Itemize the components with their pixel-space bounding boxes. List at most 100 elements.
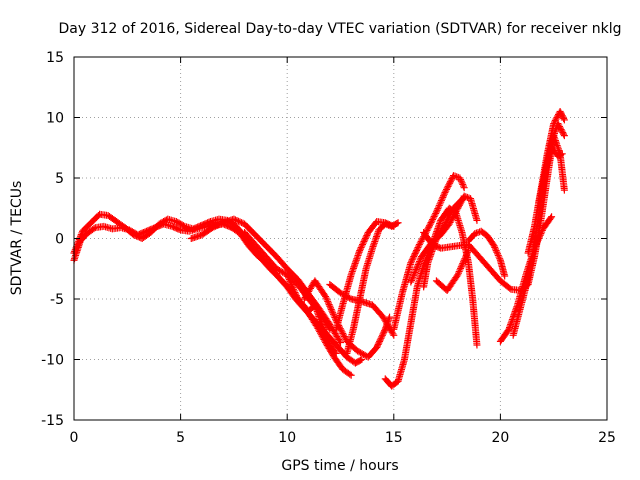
series-s9: [326, 280, 398, 339]
data-point: [408, 275, 416, 283]
data-point: [374, 340, 382, 348]
data-point: [331, 348, 339, 356]
data-point: [326, 302, 334, 310]
data-point: [560, 132, 568, 140]
data-point: [337, 339, 344, 347]
data-point: [445, 212, 453, 220]
data-point: [494, 251, 502, 259]
data-point: [340, 291, 348, 299]
data-point: [357, 244, 365, 252]
data-point: [410, 272, 418, 280]
data-point: [453, 173, 461, 181]
data-point: [390, 331, 398, 339]
data-point: [320, 327, 328, 335]
data-point: [326, 325, 334, 333]
data-point: [337, 289, 344, 297]
data-point: [338, 290, 346, 298]
data-point: [284, 272, 292, 280]
data-point: [325, 324, 333, 332]
chart-title: Day 312 of 2016, Sidereal Day-to-day VTE…: [59, 21, 622, 37]
data-point: [472, 229, 480, 237]
series-s16: [464, 227, 509, 280]
data-point: [425, 222, 433, 230]
data-point: [454, 271, 462, 279]
data-point: [409, 273, 417, 281]
data-point: [358, 242, 366, 250]
data-point: [413, 264, 421, 272]
data-point: [456, 266, 464, 274]
data-point: [233, 217, 241, 225]
data-point: [459, 258, 467, 266]
x-tick-label: 5: [176, 430, 185, 446]
data-point: [440, 192, 448, 200]
data-point: [375, 339, 383, 347]
data-point: [459, 195, 467, 203]
data-point: [552, 115, 560, 123]
y-tick-label: 5: [55, 171, 64, 187]
data-point: [410, 251, 418, 259]
x-tick-label: 25: [598, 430, 616, 446]
data-point: [558, 150, 566, 158]
data-point: [215, 221, 223, 229]
data-point: [291, 289, 299, 297]
data-point: [424, 225, 432, 233]
data-point: [460, 193, 468, 201]
data-point: [362, 233, 370, 241]
data-point: [73, 241, 81, 249]
data-point: [434, 205, 442, 213]
data-point: [553, 114, 561, 121]
data-point: [459, 260, 467, 268]
data-point: [325, 338, 333, 346]
data-point: [332, 349, 340, 357]
data-point: [457, 263, 465, 271]
data-point: [448, 207, 456, 215]
data-point: [491, 245, 499, 253]
series-s20: [535, 120, 568, 206]
data-point: [407, 259, 415, 267]
data-point: [286, 277, 294, 285]
data-point: [212, 222, 220, 230]
data-point: [376, 336, 384, 344]
data-point: [356, 245, 364, 253]
data-point: [279, 268, 287, 276]
data-point: [378, 333, 386, 341]
data-point: [560, 130, 568, 138]
data-point: [77, 232, 85, 240]
data-point: [285, 274, 293, 282]
data-point: [236, 218, 244, 226]
data-point: [464, 248, 472, 256]
data-point: [501, 272, 509, 280]
data-point: [459, 180, 467, 188]
data-point: [323, 333, 331, 341]
y-tick-label: -10: [41, 353, 64, 369]
data-point: [359, 241, 367, 249]
data-point: [358, 356, 366, 363]
data-point: [336, 337, 344, 345]
series-s4: [241, 228, 334, 333]
data-point: [458, 261, 466, 269]
data-point: [459, 182, 467, 190]
data-point: [438, 195, 446, 203]
data-point: [409, 254, 417, 262]
data-point: [430, 213, 438, 220]
data-point: [343, 292, 351, 300]
series-s7: [343, 219, 402, 357]
data-point: [388, 222, 396, 230]
data-point: [436, 200, 444, 208]
data-point: [425, 223, 433, 231]
data-point: [274, 266, 282, 274]
data-point: [359, 239, 367, 247]
data-point: [390, 222, 398, 230]
data-point: [90, 225, 98, 233]
data-point: [347, 371, 355, 379]
data-point: [175, 225, 183, 233]
data-point: [412, 265, 420, 273]
data-point: [71, 246, 79, 254]
series-s11: [390, 172, 468, 333]
data-point: [386, 313, 394, 321]
data-point: [213, 222, 221, 230]
data-point: [285, 276, 293, 284]
data-point: [429, 214, 437, 222]
data-point: [338, 328, 346, 336]
